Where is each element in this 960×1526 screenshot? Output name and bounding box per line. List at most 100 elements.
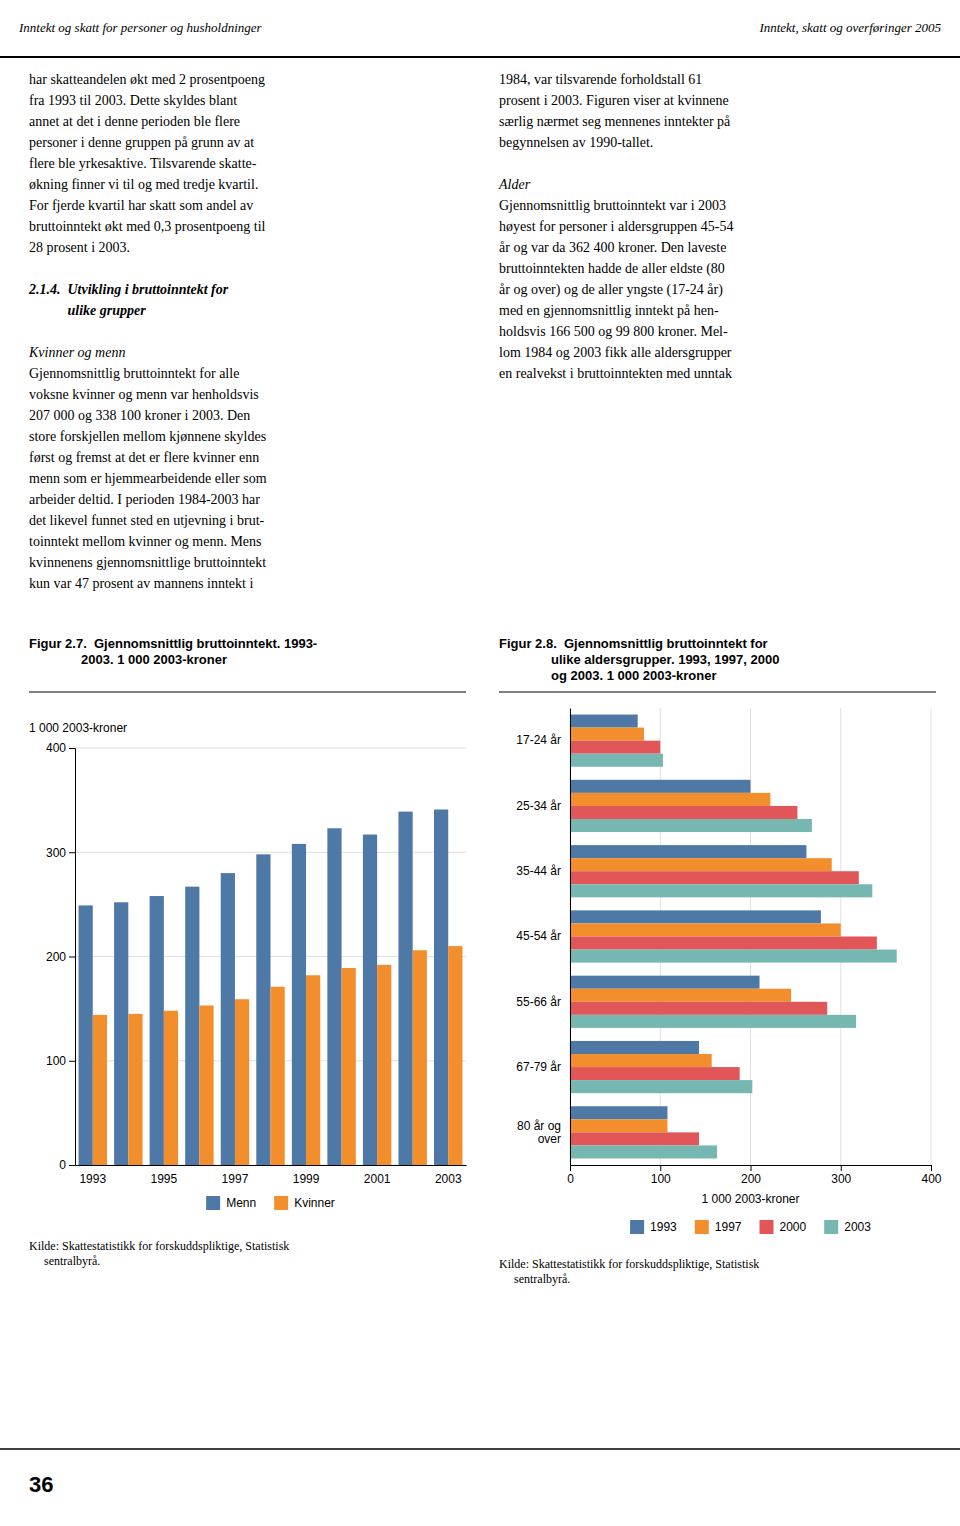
- body-text: voksne kvinner og menn var henholdsvis: [29, 387, 259, 402]
- axis-line: [571, 1166, 932, 1172]
- bar: [150, 896, 164, 1165]
- body-text: kvinnenens gjennomsnittlige bruttoinntek…: [29, 555, 266, 570]
- bar: [570, 819, 812, 832]
- legend-item: Kvinner: [274, 1196, 335, 1210]
- section-heading: ulike grupper: [29, 303, 146, 318]
- tick-label: 55-66 år: [516, 995, 561, 1009]
- legend-swatch: [630, 1220, 644, 1234]
- bar: [570, 871, 859, 884]
- body-text: prosent i 2003. Figuren viser at kvinnen…: [499, 93, 729, 108]
- page: Inntekt og skatt for personer og hushold…: [0, 0, 960, 1526]
- legend-item: 2000: [760, 1220, 807, 1234]
- body-text: Gjennomsnittlig bruttoinntekt for alle: [29, 366, 239, 381]
- tick-label: 2001: [364, 1172, 391, 1186]
- tick-label: 2003: [435, 1172, 462, 1186]
- bar: [342, 968, 356, 1165]
- tick: 25-34 år: [516, 799, 561, 813]
- legend-item: 1997: [695, 1220, 742, 1234]
- legend-label: 2000: [780, 1220, 807, 1234]
- legend-swatch: [695, 1220, 709, 1234]
- bar: [570, 1106, 667, 1119]
- body-text: flere ble yrkesaktive. Tilsvarende skatt…: [29, 156, 257, 171]
- bar: [398, 812, 412, 1165]
- bar: [93, 1015, 107, 1165]
- bar: [114, 902, 128, 1165]
- bar: [256, 854, 270, 1165]
- tick: 100: [46, 1054, 75, 1068]
- bar: [570, 715, 638, 728]
- tick-label: 1997: [222, 1172, 249, 1186]
- page-title-right: Inntekt, skatt og overføringer 2005: [758, 20, 941, 35]
- tick: 0: [567, 1165, 574, 1186]
- tick: 1997: [222, 1172, 249, 1186]
- bar: [570, 793, 770, 806]
- legend-item: 1993: [630, 1220, 677, 1234]
- bar: [570, 1132, 699, 1145]
- source-note: Kilde: Skattestatistikk for forskuddspli…: [499, 1257, 759, 1286]
- tick-label: 200: [741, 1172, 761, 1186]
- body-text: økning finner vi til og med tredje kvart…: [29, 177, 258, 192]
- legend-label: 1997: [715, 1220, 742, 1234]
- tick-label: 100: [651, 1172, 671, 1186]
- body-text: annet at det i denne perioden ble flere: [29, 114, 240, 129]
- source-note: Kilde: Skattestatistikk for forskuddspli…: [29, 1239, 289, 1268]
- header-rule: [0, 56, 960, 58]
- axis-line: [76, 1165, 467, 1166]
- tick-label: 400: [46, 741, 66, 755]
- bar: [570, 1067, 740, 1080]
- chart-title: Figur 2.7. Gjennomsnittlig bruttoinntekt…: [29, 636, 317, 667]
- legend-item: 2003: [824, 1220, 871, 1234]
- tick-label: 80 år ogover: [517, 1119, 561, 1146]
- tick-mark: [751, 1165, 752, 1171]
- bar: [271, 987, 285, 1165]
- tick: 1993: [79, 1172, 106, 1186]
- body-text: med en gjennomsnittlig inntekt på hen-: [499, 303, 719, 318]
- subheading: Alder: [498, 177, 531, 192]
- bar: [306, 975, 320, 1165]
- body-text: holdsvis 166 500 og 99 800 kroner. Mel-: [499, 324, 728, 339]
- tick: 35-44 år: [516, 864, 561, 878]
- tick: 55-66 år: [516, 995, 561, 1009]
- tick: 400: [921, 1165, 941, 1186]
- tick: 1999: [293, 1172, 320, 1186]
- tick-label: 35-44 år: [516, 864, 561, 878]
- bar: [434, 810, 448, 1165]
- legend: Menn Kvinner: [206, 1196, 335, 1210]
- body-text: 207 000 og 338 100 kroner i 2003. Den: [29, 408, 250, 423]
- tick: 300: [46, 846, 75, 860]
- tick: 2003: [435, 1172, 462, 1186]
- bar: [570, 1145, 717, 1158]
- bars: [79, 810, 463, 1165]
- bar: [570, 1015, 856, 1028]
- body-text: år og var da 362 400 kroner. Den laveste: [499, 240, 726, 255]
- bar: [221, 873, 235, 1165]
- bar: [292, 844, 306, 1165]
- tick: 400: [46, 741, 75, 755]
- legend-label: Menn: [226, 1196, 256, 1210]
- body-text: For fjerde kvartil har skatt som andel a…: [29, 198, 253, 213]
- tick-label: 1999: [293, 1172, 320, 1186]
- body-text: 1984, var tilsvarende forholdstall 61: [499, 72, 702, 87]
- legend-label: Kvinner: [294, 1196, 335, 1210]
- bar: [570, 950, 897, 963]
- bar: [199, 1005, 213, 1165]
- bar: [570, 1054, 712, 1067]
- body-text: arbeider deltid. I perioden 1984-2003 ha…: [29, 492, 260, 507]
- body-text: fra 1993 til 2003. Dette skyldes blant: [29, 93, 237, 108]
- body-text: store forskjellen mellom kjønnene skylde…: [29, 429, 266, 444]
- bar: [570, 754, 663, 767]
- tick-label: 25-34 år: [516, 799, 561, 813]
- y-axis: 0100200300400: [46, 741, 76, 1172]
- legend: 1993 1997 2000 2003: [630, 1220, 871, 1234]
- grid-line: [570, 708, 571, 1165]
- body-text: år og over) og de aller yngste (17-24 år…: [499, 282, 723, 298]
- tick-label: 1995: [151, 1172, 178, 1186]
- tick-label: 300: [831, 1172, 851, 1186]
- bar: [327, 828, 341, 1165]
- body-text: bruttoinntekt økt med 0,3 prosentpoeng t…: [29, 219, 266, 234]
- tick: 1995: [151, 1172, 178, 1186]
- bar: [570, 845, 806, 858]
- tick-label: 400: [921, 1172, 941, 1186]
- text-column-right: 1984, var tilsvarende forholdstall 61 pro…: [498, 72, 733, 381]
- bar: [570, 806, 797, 819]
